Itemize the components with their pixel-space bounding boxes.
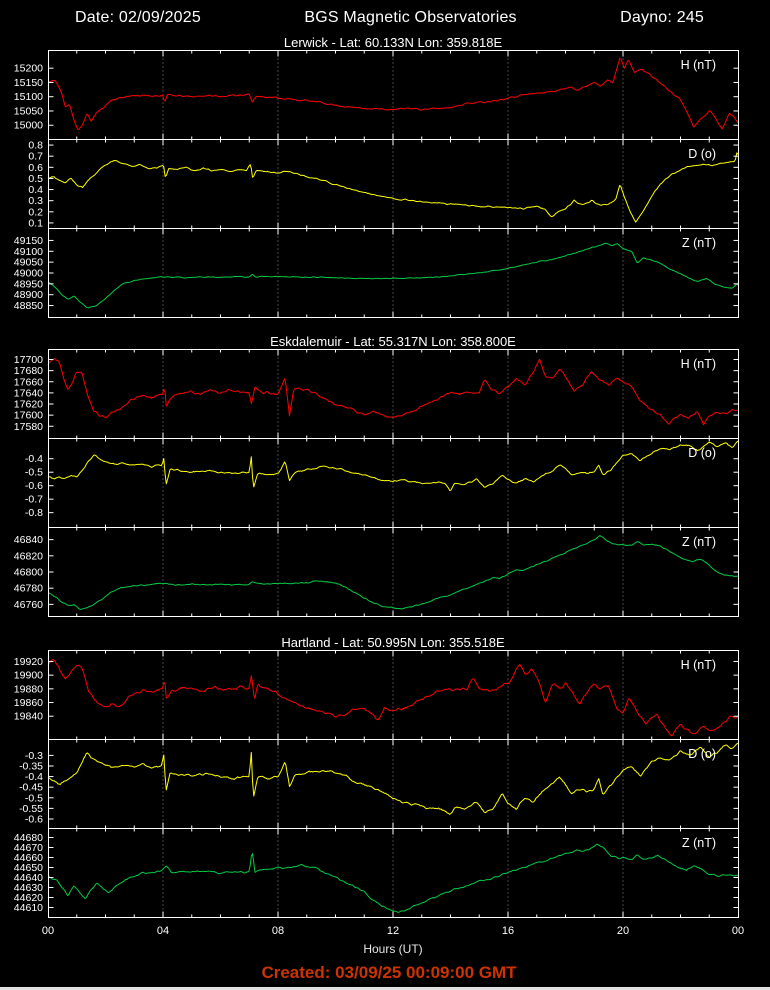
lerwick-d-trace (47, 152, 739, 223)
y-tick-label: 17640 (14, 387, 43, 399)
y-tick-label: 17680 (14, 365, 43, 377)
y-tick-label: 46780 (14, 583, 43, 595)
y-tick-label: 19920 (14, 656, 43, 668)
page-title: BGS Magnetic Observatories (304, 9, 517, 26)
x-tick-label: 08 (272, 925, 284, 937)
date-label: Date: 02/09/2025 (75, 9, 201, 26)
y-tick-label: 0.4 (28, 184, 43, 196)
y-tick-label: 44620 (14, 892, 43, 904)
y-tick-label: -0.6 (25, 813, 43, 825)
y-tick-label: 48950 (14, 278, 43, 290)
y-tick-label: -0.4 (25, 453, 43, 465)
eskdalemuir-h-trace (47, 358, 739, 426)
y-tick-label: 19880 (14, 683, 43, 695)
y-tick-label: -0.7 (25, 494, 43, 506)
panel-title-hartland: Hartland - Lat: 50.995N Lon: 355.518E (281, 635, 505, 650)
window-edge (0, 987, 770, 990)
lerwick-z-trace (47, 242, 739, 309)
y-tick-label: 49000 (14, 268, 43, 280)
x-tick-label: 00 (732, 925, 744, 937)
created-timestamp: Created: 03/09/25 00:09:00 GMT (261, 963, 517, 982)
y-tick-label: 48900 (14, 289, 43, 301)
eskdalemuir-z-trace (47, 535, 739, 610)
eskdalemuir-h-axis-label: H (nT) (681, 357, 716, 371)
y-tick-label: 0.3 (28, 195, 43, 207)
y-tick-label: 19860 (14, 697, 43, 709)
y-tick-label: 15000 (14, 120, 43, 132)
panel-hartland: Hartland - Lat: 50.995N Lon: 355.518E 199… (0, 635, 770, 940)
lerwick-h-trace (47, 58, 739, 131)
panel-eskdalemuir: Eskdalemuir - Lat: 55.317N Lon: 358.800E… (0, 334, 770, 617)
y-tick-label: 46800 (14, 567, 43, 579)
x-tick-label: 12 (387, 925, 399, 937)
y-tick-label: 44670 (14, 842, 43, 854)
y-tick-label: 49150 (14, 235, 43, 247)
y-tick-label: 0.7 (28, 151, 43, 163)
y-tick-label: -0.55 (19, 803, 43, 815)
y-tick-label: -0.6 (25, 480, 43, 492)
y-tick-label: -0.35 (19, 760, 43, 772)
hartland-h-trace (47, 658, 739, 737)
y-tick-label: 0.1 (28, 217, 43, 229)
y-tick-label: -0.45 (19, 782, 43, 794)
y-tick-label: 0.5 (28, 173, 43, 185)
x-tick-label: 00 (42, 925, 54, 937)
eskdalemuir-d-axis-label: D (o) (688, 446, 716, 460)
y-tick-label: 49100 (14, 246, 43, 258)
y-tick-label: 17620 (14, 399, 43, 411)
y-tick-label: -0.5 (25, 467, 43, 479)
y-tick-label: 17660 (14, 376, 43, 388)
y-tick-label: 0.6 (28, 162, 43, 174)
y-tick-label: 15150 (14, 77, 43, 89)
y-tick-label: 49050 (14, 257, 43, 269)
panel-title-eskdalemuir: Eskdalemuir - Lat: 55.317N Lon: 358.800E (270, 334, 516, 349)
panel-lerwick: Lerwick - Lat: 60.133N Lon: 359.818E 1520… (0, 35, 770, 318)
y-tick-label: -0.4 (25, 771, 43, 783)
y-tick-label: 19840 (14, 711, 43, 723)
eskdalemuir-z-axis-label: Z (nT) (682, 535, 716, 549)
x-tick-label: 16 (502, 925, 514, 937)
hartland-d-trace (47, 742, 739, 815)
lerwick-z-axis-label: Z (nT) (682, 236, 716, 250)
y-tick-label: 17700 (14, 354, 43, 366)
y-tick-label: 44680 (14, 832, 43, 844)
y-tick-label: 44650 (14, 862, 43, 874)
x-tick-label: 04 (157, 925, 169, 937)
hartland-z-axis-label: Z (nT) (682, 836, 716, 850)
hartland-z-trace (47, 843, 739, 913)
y-tick-label: 44640 (14, 872, 43, 884)
lerwick-d-axis-label: D (o) (688, 147, 716, 161)
eskdalemuir-d-trace (47, 440, 739, 491)
y-tick-label: 44610 (14, 902, 43, 914)
y-tick-label: 44630 (14, 882, 43, 894)
y-tick-label: 46840 (14, 534, 43, 546)
x-tick-label: 20 (617, 925, 629, 937)
panel-title-lerwick: Lerwick - Lat: 60.133N Lon: 359.818E (283, 35, 503, 50)
y-tick-label: 44660 (14, 852, 43, 864)
header: Date: 02/09/2025 BGS Magnetic Observator… (0, 0, 770, 27)
panels-container: Lerwick - Lat: 60.133N Lon: 359.818E 1520… (0, 35, 770, 940)
x-axis-title: Hours (UT) (363, 942, 423, 956)
y-tick-label: 15100 (14, 91, 43, 103)
lerwick-chart: 15200 15150 15100 15050 15000 H (nT) 0.80.70.6… (14, 50, 739, 318)
y-tick-label: 15200 (14, 63, 43, 75)
y-tick-label: -0.5 (25, 792, 43, 804)
y-tick-label: 17580 (14, 421, 43, 433)
y-tick-label: 19900 (14, 670, 43, 682)
y-tick-label: 0.2 (28, 206, 43, 218)
y-tick-label: -0.3 (25, 750, 43, 762)
y-tick-label: 0.8 (28, 140, 43, 152)
hartland-h-axis-label: H (nT) (681, 658, 716, 672)
y-tick-label: 15050 (14, 105, 43, 117)
lerwick-h-axis-label: H (nT) (681, 58, 716, 72)
hartland-d-axis-label: D (o) (688, 747, 716, 761)
y-tick-label: 48850 (14, 300, 43, 312)
dayno-label: Dayno: 245 (620, 9, 704, 26)
y-tick-label: -0.8 (25, 507, 43, 519)
y-tick-label: 17600 (14, 410, 43, 422)
y-tick-label: 46760 (14, 599, 43, 611)
y-tick-label: 46820 (14, 550, 43, 562)
